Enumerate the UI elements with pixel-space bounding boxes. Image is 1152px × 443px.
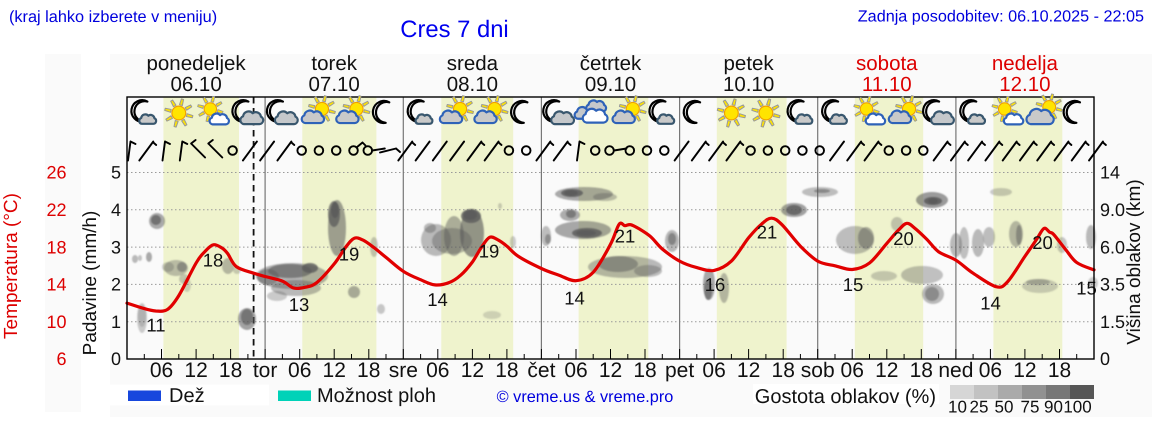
svg-text:četrtek: četrtek (580, 52, 642, 75)
svg-text:12: 12 (323, 359, 346, 382)
svg-text:0: 0 (111, 349, 121, 369)
svg-text:12.10: 12.10 (999, 73, 1050, 96)
svg-text:sobota: sobota (856, 52, 918, 75)
svg-text:3: 3 (111, 237, 121, 257)
svg-text:12: 12 (737, 359, 760, 382)
svg-text:21: 21 (615, 226, 636, 247)
svg-text:18: 18 (203, 250, 224, 271)
svg-text:ned: ned (938, 359, 973, 382)
svg-text:18: 18 (772, 359, 795, 382)
svg-text:Cres 7 dni: Cres 7 dni (400, 16, 508, 43)
svg-text:ponedeljek: ponedeljek (147, 52, 247, 75)
svg-text:22: 22 (46, 200, 66, 220)
svg-text:14: 14 (1100, 163, 1120, 183)
svg-text:06: 06 (150, 359, 173, 382)
svg-text:11.10: 11.10 (862, 73, 912, 96)
svg-text:25: 25 (970, 398, 989, 417)
svg-text:18: 18 (219, 359, 242, 382)
svg-text:nedelja: nedelja (992, 52, 1059, 75)
svg-text:sreda: sreda (447, 52, 499, 75)
svg-text:06: 06 (841, 359, 864, 382)
svg-text:06: 06 (288, 359, 311, 382)
svg-text:9.0: 9.0 (1100, 200, 1125, 220)
svg-text:pet: pet (665, 359, 694, 382)
svg-text:10: 10 (46, 312, 66, 332)
svg-text:sob: sob (801, 359, 835, 382)
svg-text:100: 100 (1063, 398, 1091, 417)
svg-text:12: 12 (599, 359, 622, 382)
svg-text:sre: sre (389, 359, 418, 382)
svg-text:12: 12 (461, 359, 484, 382)
svg-text:1: 1 (111, 312, 121, 332)
svg-text:18: 18 (357, 359, 380, 382)
svg-text:19: 19 (339, 244, 360, 265)
svg-text:6: 6 (56, 349, 66, 369)
svg-text:4: 4 (111, 200, 121, 220)
svg-text:21: 21 (757, 222, 778, 243)
svg-text:11: 11 (146, 315, 165, 336)
svg-text:90: 90 (1044, 398, 1063, 417)
svg-text:čet: čet (527, 359, 555, 382)
svg-text:14: 14 (46, 275, 66, 295)
svg-text:06.10: 06.10 (170, 73, 221, 96)
svg-text:Zadnja posodobitev: 06.10.2025: Zadnja posodobitev: 06.10.2025 - 22:05 (858, 8, 1144, 26)
svg-text:torek: torek (311, 52, 357, 75)
svg-text:13: 13 (289, 294, 310, 315)
svg-text:75: 75 (1021, 398, 1040, 417)
svg-text:Gostota oblakov (%): Gostota oblakov (%) (755, 386, 936, 408)
svg-text:Temperatura (°C): Temperatura (°C) (1, 193, 22, 339)
svg-text:50: 50 (995, 398, 1014, 417)
svg-text:06: 06 (426, 359, 449, 382)
svg-text:19: 19 (479, 241, 500, 262)
svg-text:20: 20 (1032, 232, 1053, 253)
svg-text:12: 12 (184, 359, 207, 382)
svg-text:2: 2 (111, 275, 121, 295)
svg-text:15: 15 (1076, 278, 1097, 299)
svg-text:tor: tor (253, 359, 278, 382)
svg-text:07.10: 07.10 (309, 73, 360, 96)
svg-text:06: 06 (702, 359, 725, 382)
svg-text:12: 12 (1013, 359, 1036, 382)
svg-text:5: 5 (111, 163, 121, 183)
svg-text:12: 12 (875, 359, 898, 382)
svg-text:1.5: 1.5 (1100, 312, 1125, 332)
svg-text:Dež: Dež (169, 385, 205, 407)
svg-text:14: 14 (564, 288, 585, 309)
svg-text:petek: petek (724, 52, 775, 75)
svg-text:16: 16 (705, 274, 726, 295)
svg-text:14: 14 (427, 289, 448, 310)
svg-text:20: 20 (893, 228, 914, 249)
svg-text:18: 18 (910, 359, 933, 382)
svg-text:06: 06 (979, 359, 1002, 382)
svg-text:15: 15 (843, 274, 864, 295)
svg-text:18: 18 (1048, 359, 1071, 382)
svg-text:14: 14 (980, 293, 1001, 314)
svg-text:Višina oblakov (km): Višina oblakov (km) (1124, 179, 1145, 344)
svg-text:26: 26 (46, 163, 66, 183)
svg-text:18: 18 (633, 359, 656, 382)
svg-text:08.10: 08.10 (447, 73, 498, 96)
svg-text:6.0: 6.0 (1100, 237, 1125, 257)
svg-text:0: 0 (1100, 349, 1110, 369)
svg-text:09.10: 09.10 (585, 73, 636, 96)
svg-text:18: 18 (46, 237, 66, 257)
svg-text:06: 06 (564, 359, 587, 382)
svg-text:Padavine (mm/h): Padavine (mm/h) (80, 211, 101, 356)
svg-text:Možnost ploh: Možnost ploh (317, 385, 436, 407)
svg-text:3.5: 3.5 (1100, 275, 1125, 295)
svg-text:© vreme.us & vreme.pro: © vreme.us & vreme.pro (497, 388, 674, 406)
svg-text:10.10: 10.10 (723, 73, 774, 96)
svg-text:(kraj lahko izberete v meniju): (kraj lahko izberete v meniju) (9, 8, 217, 26)
svg-text:10: 10 (948, 398, 967, 417)
svg-text:18: 18 (495, 359, 518, 382)
